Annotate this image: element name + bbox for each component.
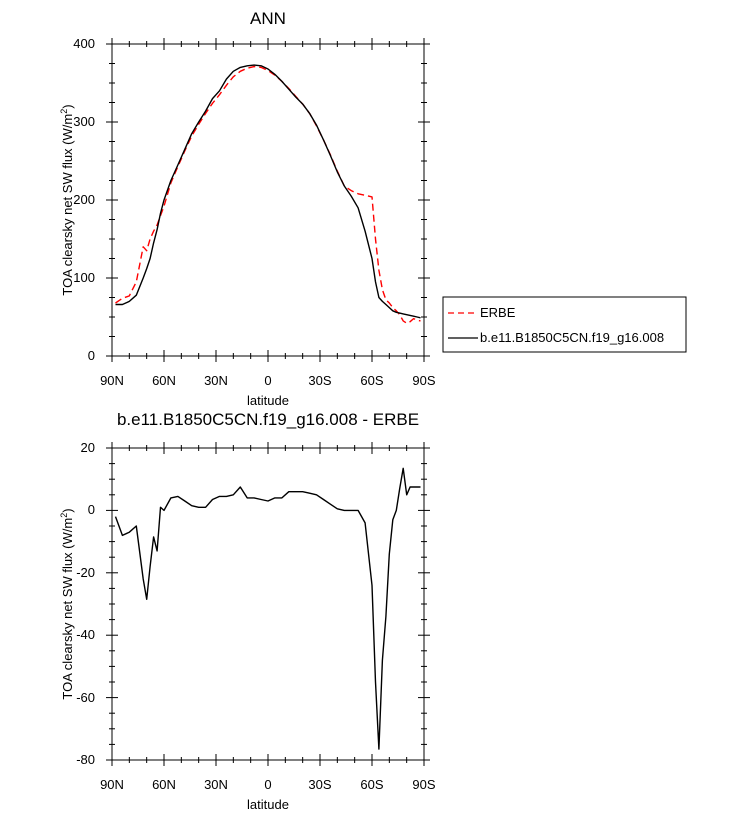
top-y-tick-label: 300 [73,114,95,129]
bottom-x-tick-label: 30S [308,777,331,792]
bottom-y-axis-label: TOA clearsky net SW flux (W/m2) [59,508,75,699]
bottom-y-tick-label: 20 [81,440,95,455]
bottom-y-tick-label: -40 [76,627,95,642]
bottom-y-axis-label-close: ) [60,508,75,512]
top-x-tick-label: 90N [100,373,124,388]
bottom-y-tick-label: -80 [76,752,95,767]
top-x-tick-label: 60N [152,373,176,388]
bottom-y-tick-labels: -80 -60 -40 -20 0 20 [76,440,95,767]
top-y-tick-label: 400 [73,36,95,51]
top-y-axis-label-main: TOA clearsky net SW flux (W/m [60,114,75,296]
legend-label-erbe: ERBE [480,305,516,320]
top-y-axis-label-close: ) [60,104,75,108]
legend-label-model: b.e11.B1850C5CN.f19_g16.008 [480,330,664,345]
top-series-line-erbe [115,65,421,324]
top-x-tick-label: 0 [264,373,271,388]
bottom-y-tick-label: 0 [88,502,95,517]
top-y-tick-label: 200 [73,192,95,207]
bottom-x-tick-label: 90S [412,777,435,792]
top-x-axis-label: latitude [247,393,289,408]
top-series-line-b-e11-b1850c5cn-f19-g16-008 [115,64,421,319]
top-x-tick-labels: 90N 60N 30N 0 30S 60S 90S [100,373,436,388]
bottom-series-group [114,467,421,750]
bottom-series-line-0 [114,467,421,750]
top-y-axis-label-superscript: 2 [59,109,69,114]
bottom-y-tick-label: -60 [76,690,95,705]
bottom-tick-marks [106,442,430,766]
top-y-tick-label: 0 [88,348,95,363]
top-y-axis-label: TOA clearsky net SW flux (W/m2) [59,104,75,295]
bottom-panel: b.e11.B1850C5CN.f19_g16.008 - ERBE -80 -… [59,410,436,812]
bottom-x-tick-labels: 90N 60N 30N 0 30S 60S 90S [100,777,436,792]
bottom-x-tick-label: 30N [204,777,228,792]
top-series-group [115,64,421,324]
legend-box [442,296,687,353]
top-x-tick-label: 90S [412,373,435,388]
top-x-tick-label: 30N [204,373,228,388]
bottom-x-axis-label: latitude [247,797,289,812]
top-tick-marks [106,38,430,362]
legend: ERBE b.e11.B1850C5CN.f19_g16.008 [442,296,687,353]
bottom-x-tick-label: 90N [100,777,124,792]
top-x-tick-label: 60S [360,373,383,388]
bottom-chart-title: b.e11.B1850C5CN.f19_g16.008 - ERBE [117,410,419,429]
bottom-y-axis-label-main: TOA clearsky net SW flux (W/m [60,518,75,700]
top-y-tick-label: 100 [73,270,95,285]
top-x-tick-label: 30S [308,373,331,388]
bottom-y-tick-label: -20 [76,565,95,580]
bottom-x-tick-label: 60N [152,777,176,792]
top-plot-frame [111,43,425,357]
top-chart-title: ANN [250,9,286,28]
top-panel: ANN 0 100 200 300 400 90N 60N 30N 0 30S … [59,9,436,408]
bottom-y-axis-label-superscript: 2 [59,513,69,518]
bottom-x-tick-label: 60S [360,777,383,792]
top-y-tick-labels: 0 100 200 300 400 [73,36,95,363]
bottom-x-tick-label: 0 [264,777,271,792]
